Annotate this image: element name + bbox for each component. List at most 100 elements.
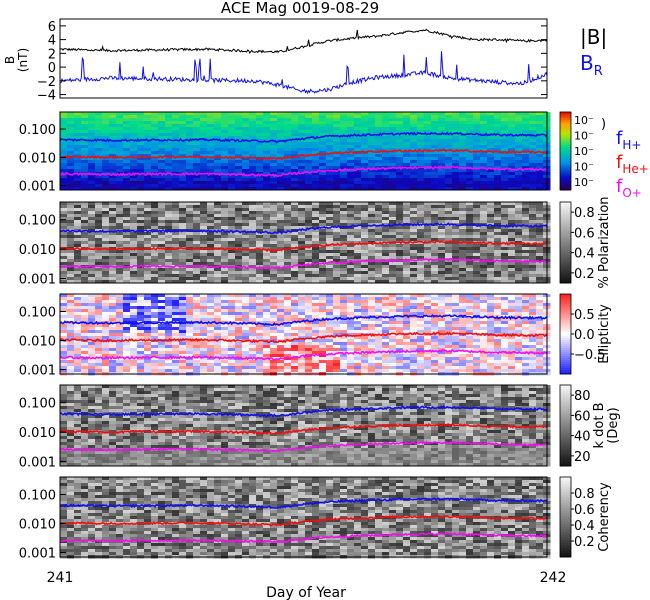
panel-k-dot-b: 0.100 0.010 0.001 80 60 40 20k dot B (Deg) xyxy=(19,384,621,470)
colorbar-tick-label: 60 xyxy=(574,409,591,424)
colorbar-tick-label: 0.4 xyxy=(574,519,595,534)
colorbar-tick-label: 0.8 xyxy=(574,487,595,502)
gyro-line-h-plus xyxy=(59,404,548,419)
panel-bfield-frame xyxy=(59,18,548,99)
series-line-b-total xyxy=(60,28,548,54)
legend-b-r: BR xyxy=(580,51,603,79)
colorbar-title: ) xyxy=(601,117,606,132)
colorbar-tick-label: −0.5 xyxy=(574,348,606,363)
colorbar-tick-label: 0.0 xyxy=(574,328,595,343)
gyro-line-o-plus xyxy=(59,348,548,361)
legend-b-r-main: B xyxy=(580,51,594,75)
colorbar-tick-label: 0.2 xyxy=(574,267,595,282)
y-tick-label: 6 xyxy=(48,20,56,35)
colorbar-tick-label: 40 xyxy=(574,430,591,445)
y-tick-label: 0.010 xyxy=(19,243,56,258)
gyro-line-h-plus xyxy=(59,131,548,144)
y-tick-label: 0.010 xyxy=(19,334,56,349)
y-tick-label: 0.010 xyxy=(19,151,56,166)
series-line-b-r xyxy=(60,51,548,95)
gyro-line-he-plus xyxy=(59,422,547,436)
legend-h-plus: fH+ xyxy=(616,128,641,152)
colorbar-label-line1: k dot B xyxy=(592,402,607,448)
y-tick-label: 2 xyxy=(48,47,56,62)
colorbar-tick-label: 80 xyxy=(574,389,591,404)
gyro-line-h-plus xyxy=(59,497,548,509)
y-tick-label: 4 xyxy=(48,34,56,49)
legend-freq: fH+ fHe+ fO+ xyxy=(616,128,649,200)
panel-coherency: 0.100 0.010 0.001 0.80.60.40.2 Coherency xyxy=(19,476,612,562)
y-tick-label: 0.100 xyxy=(19,397,56,412)
panel-polarization: 0.100 0.010 0.001 0.8 0.6 0.4 0.2% Polarizatio… xyxy=(19,196,612,288)
colorbar-tick-label: 0.5 xyxy=(574,308,595,323)
y-tick-label: 0.001 xyxy=(19,547,56,562)
legend-o-plus: fO+ xyxy=(616,176,642,200)
legend-b-r-sub: R xyxy=(594,64,603,79)
y-tick-label: 0.001 xyxy=(19,272,56,287)
colorbar-tick-label: 10⁻ xyxy=(574,145,594,158)
gyro-line-he-plus xyxy=(59,514,548,527)
colorbar-label: Coherency xyxy=(597,482,612,552)
x-start-label: 241 xyxy=(47,570,74,586)
y-tick-label: 0.100 xyxy=(19,488,56,503)
colorbar: 0.8 0.6 0.4 0.2% Polarization xyxy=(559,196,612,289)
y-tick-label: 0.100 xyxy=(19,214,56,229)
gyro-line-h-plus xyxy=(59,314,548,327)
y-tick-label: 0.010 xyxy=(19,426,56,441)
panel-power-spectrum: 0.100 0.010 0.001 10⁻ 10⁻ 10⁻ 10⁻ 10⁻) xyxy=(19,111,606,195)
legend-b-total: |B| xyxy=(580,25,607,49)
panel-frame xyxy=(59,111,548,191)
y-tick-label: 0 xyxy=(48,61,56,76)
y-tick-label: 0.100 xyxy=(19,123,56,138)
legend-top: |B| BR xyxy=(580,25,607,79)
gyro-line-he-plus xyxy=(59,148,548,161)
gyro-line-o-plus xyxy=(59,165,548,178)
panel-frame xyxy=(59,476,548,558)
colorbar: 80 60 40 20k dot B (Deg) xyxy=(559,384,621,467)
gyro-line-h-plus xyxy=(59,222,548,235)
y-label-line2: (nT) xyxy=(16,48,30,72)
y-tick-label: −4 xyxy=(37,89,56,104)
panel-frame xyxy=(59,293,548,375)
x-end-label: 242 xyxy=(540,570,567,586)
colorbar-label-line2: (Deg) xyxy=(606,407,621,443)
gyro-line-he-plus xyxy=(59,331,548,344)
gyro-line-he-plus xyxy=(59,240,548,253)
colorbar-label: % Polarization xyxy=(597,196,612,288)
colorbar-tick-label: 10⁻ xyxy=(574,114,594,127)
y-tick-label: 0.100 xyxy=(19,305,56,320)
legend-he-plus: fHe+ xyxy=(616,152,649,176)
y-tick-label: 0.001 xyxy=(19,455,56,470)
colorbar: 0.80.60.40.2 Coherency xyxy=(559,476,612,558)
y-tick-label: 0.001 xyxy=(19,180,56,195)
heatmap-cells xyxy=(60,294,551,376)
colorbar-tick-label: 0.6 xyxy=(574,226,595,241)
heatmap-cells xyxy=(60,112,551,191)
colorbar-tick-label: 0.8 xyxy=(574,206,595,221)
colorbar-tick-label: 0.6 xyxy=(574,503,595,518)
gyro-line-o-plus xyxy=(59,257,548,270)
colorbar: 10⁻ 10⁻ 10⁻ 10⁻ 10⁻) xyxy=(559,111,606,191)
colorbar-tick-label: 20 xyxy=(574,450,591,465)
colorbar-tick-label: 0.2 xyxy=(574,535,595,550)
gyro-line-o-plus xyxy=(59,532,548,544)
panel-frame xyxy=(59,201,548,284)
chart-title: ACE Mag 0019-08-29 xyxy=(221,0,379,17)
x-axis: 241 242 Day of Year xyxy=(47,570,567,600)
colorbar-label: Ellipticity xyxy=(597,304,612,364)
colorbar-tick-label: 10⁻ xyxy=(574,161,594,174)
x-axis-label: Day of Year xyxy=(266,585,346,600)
colorbar-tick-label: 10⁻ xyxy=(574,176,594,189)
y-tick-label: 0.010 xyxy=(19,517,56,532)
colorbar-tick-label: 0.4 xyxy=(574,247,595,262)
colorbar-tick-label: 10⁻ xyxy=(574,130,594,143)
gyro-line-o-plus xyxy=(59,440,548,453)
y-label-line1: B xyxy=(3,56,17,64)
panel-frame xyxy=(59,384,548,467)
y-tick-label: 0.001 xyxy=(19,364,56,379)
y-tick-label: −2 xyxy=(37,75,56,90)
